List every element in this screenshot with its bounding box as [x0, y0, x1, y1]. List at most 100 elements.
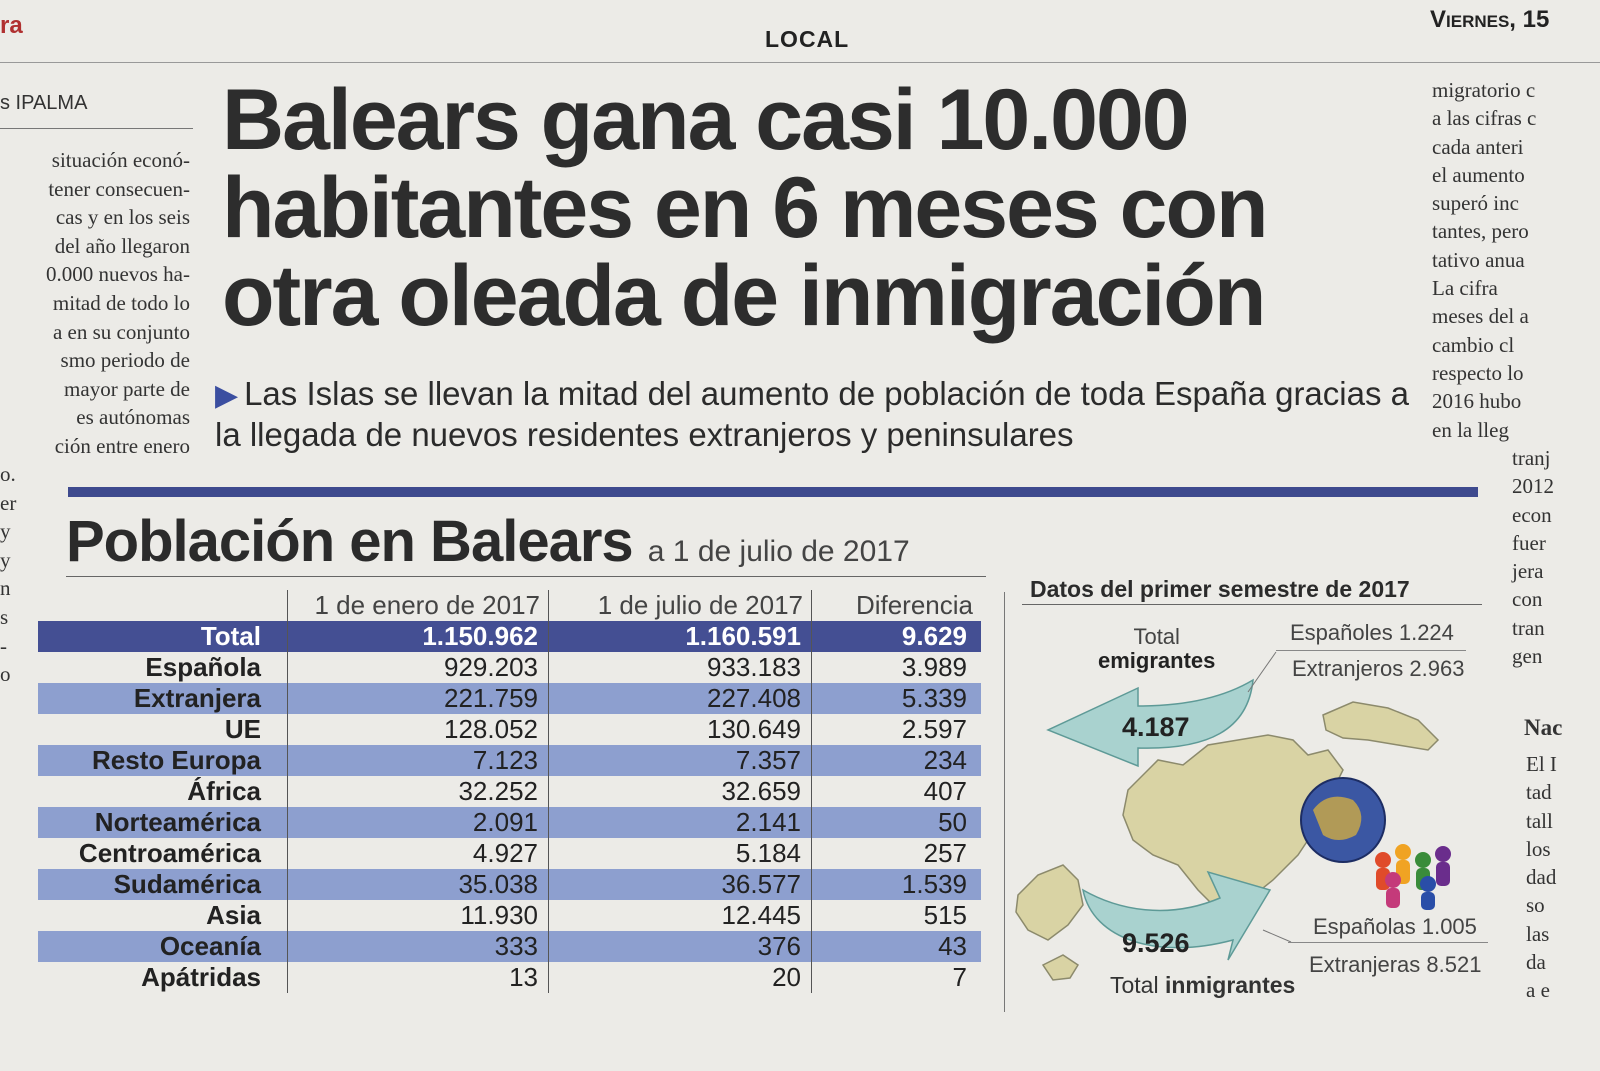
- cell-jul: 2.141: [548, 807, 812, 838]
- ibiza-island-shape: [1015, 864, 1084, 941]
- cell-jul: 20: [548, 962, 812, 993]
- right-column-text: migratorio c a las cifras c cada anteri …: [1432, 78, 1537, 442]
- formentera-island-shape: [1041, 954, 1080, 981]
- date-label: Viernes, 15: [1430, 6, 1550, 33]
- table-row: Centroamérica 4.927 5.184 257: [38, 838, 981, 869]
- right-column-text-lower: tranj 2012 econ fuer jera con tran gen: [1512, 446, 1554, 669]
- emigrants-label-line2: emigrantes: [1098, 648, 1216, 673]
- table-row: Norteamérica 2.091 2.141 50: [38, 807, 981, 838]
- row-label: Norteamérica: [38, 807, 288, 838]
- cell-diff: 257: [811, 838, 981, 869]
- cell-jan: 13: [287, 962, 549, 993]
- row-label: Total: [38, 621, 288, 652]
- immigration-arrow-icon: [1081, 870, 1272, 961]
- panel-title: Datos del primer semestre de 2017: [1030, 576, 1410, 602]
- cell-diff: 50: [811, 807, 981, 838]
- panel-divider: [1004, 592, 1005, 1012]
- play-arrow-icon: ▶: [215, 379, 239, 412]
- table-row: Asia 11.930 12.445 515: [38, 900, 981, 931]
- population-table: 1 de enero de 2017 1 de julio de 2017 Di…: [38, 590, 981, 993]
- cell-diff: 1.539: [811, 869, 981, 900]
- row-label: África: [187, 776, 261, 806]
- map-graphic: [1015, 651, 1451, 981]
- cell-jan: 35.038: [287, 869, 549, 900]
- cell-diff: 2.597: [811, 714, 981, 745]
- infographic-title-text: Población en Balears: [66, 509, 634, 574]
- column-header: Diferencia: [811, 590, 981, 621]
- cell-diff: 5.339: [811, 683, 981, 714]
- infographic-subtitle: a 1 de julio de 2017: [647, 535, 910, 568]
- article-headline: Balears gana casi 10.000 habitantes en 6…: [222, 72, 1269, 344]
- cell-jul: 933.183: [548, 652, 812, 683]
- immigrants-label-rule: [1288, 942, 1488, 943]
- column-header: 1 de enero de 2017: [287, 590, 549, 621]
- table-row: Total 1.150.962 1.160.591 9.629: [38, 621, 981, 652]
- cell-jul: 32.659: [548, 776, 812, 807]
- cell-diff: 43: [811, 931, 981, 962]
- cell-jan: 333: [287, 931, 549, 962]
- cell-jul: 12.445: [548, 900, 812, 931]
- emigrants-total: 4.187: [1122, 712, 1190, 742]
- cell-jan: 929.203: [287, 652, 549, 683]
- emigration-arrow-icon: [1046, 678, 1254, 768]
- cell-jul: 5.184: [548, 838, 812, 869]
- table-row: Apátridas 13 20 7: [38, 962, 981, 993]
- infographic-title: Población en Balears a 1 de julio de 201…: [66, 508, 910, 575]
- left-column-text: situación econó- tener consecuen- cas y …: [45, 148, 190, 458]
- byline-rule: [0, 128, 193, 129]
- emigrants-label-line1: Total: [1133, 624, 1180, 649]
- byline: s IPALMA: [0, 92, 88, 114]
- row-label: Asia: [206, 900, 261, 930]
- cell-jul: 376: [548, 931, 812, 962]
- left-column-text-lower: o. er y y n s - o: [0, 462, 17, 687]
- table-row: Extranjera 221.759 227.408 5.339: [38, 683, 981, 714]
- infographic-title-rule: [66, 576, 986, 577]
- cell-jan: 2.091: [287, 807, 549, 838]
- cell-diff: 3.989: [811, 652, 981, 683]
- cell-jan: 221.759: [287, 683, 549, 714]
- cell-diff: 234: [811, 745, 981, 776]
- emigrants-label-rule: [1276, 650, 1466, 651]
- article-subhead: ▶ Las Islas se llevan la mitad del aument…: [215, 374, 1425, 454]
- table-row: Resto Europa 7.123 7.357 234: [38, 745, 981, 776]
- cell-jul: 36.577: [548, 869, 812, 900]
- immigrants-label: Total inmigrantes: [1110, 972, 1295, 999]
- table-row: Sudamérica 35.038 36.577 1.539: [38, 869, 981, 900]
- emigrants-label: Total emigrantes: [1098, 625, 1215, 673]
- spanish-emigrants: Españoles 1.224: [1290, 620, 1454, 645]
- cell-jul: 227.408: [548, 683, 812, 714]
- table-row: Oceanía 333 376 43: [38, 931, 981, 962]
- row-label: Oceanía: [38, 931, 288, 962]
- cell-diff: 7: [811, 962, 981, 993]
- row-label: Sudamérica: [38, 869, 288, 900]
- cell-jul: 1.160.591: [548, 621, 812, 652]
- cell-jan: 32.252: [287, 776, 549, 807]
- foreign-immigrants: Extranjeras 8.521: [1309, 952, 1482, 977]
- column-header: 1 de julio de 2017: [548, 590, 812, 621]
- menorca-island-shape: [1322, 701, 1440, 751]
- cell-jan: 1.150.962: [287, 621, 549, 652]
- panel-title-rule: [1022, 604, 1482, 605]
- header-rule: [0, 62, 1600, 63]
- cell-jan: 7.123: [287, 745, 549, 776]
- right-column-heading: Nac: [1524, 715, 1563, 740]
- cell-diff: 407: [811, 776, 981, 807]
- immigrants-label-line2: inmigrantes: [1164, 972, 1296, 998]
- section-name: LOCAL: [765, 26, 850, 52]
- cell-jan: 11.930: [287, 900, 549, 931]
- immigrants-label-line1: Total: [1110, 972, 1159, 998]
- table-header-row: 1 de enero de 2017 1 de julio de 2017 Di…: [38, 590, 981, 621]
- cell-diff: 9.629: [811, 621, 981, 652]
- row-label: Extranjera: [38, 683, 288, 714]
- row-label: Apátridas: [141, 962, 261, 992]
- cell-jul: 130.649: [548, 714, 812, 745]
- subhead-text: Las Islas se llevan la mitad del aumento…: [215, 375, 1409, 453]
- immigrants-total: 9.526: [1122, 928, 1190, 958]
- row-label: Española: [145, 652, 261, 682]
- table-row: Española 929.203 933.183 3.989: [38, 652, 981, 683]
- row-label: Resto Europa: [38, 745, 288, 776]
- cell-diff: 515: [811, 900, 981, 931]
- cell-jan: 128.052: [287, 714, 549, 745]
- masthead-fragment: ra: [0, 12, 23, 39]
- table-row: UE 128.052 130.649 2.597: [38, 714, 981, 745]
